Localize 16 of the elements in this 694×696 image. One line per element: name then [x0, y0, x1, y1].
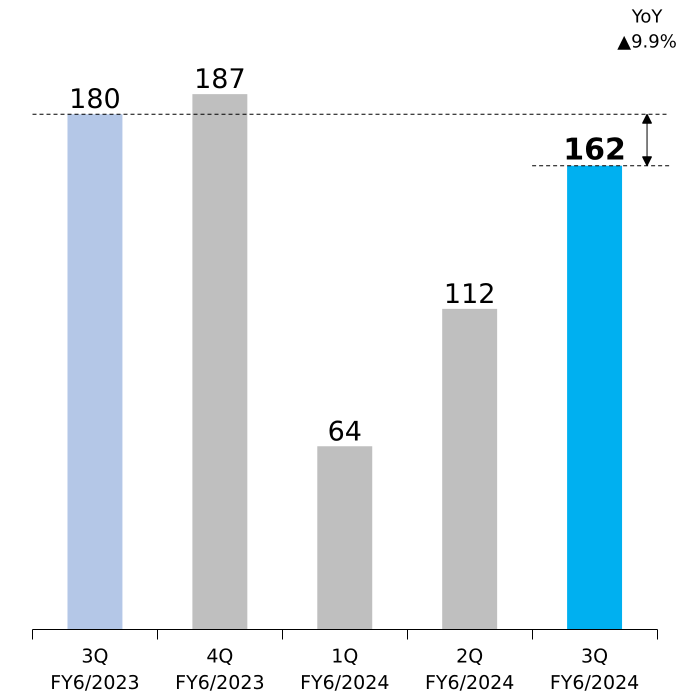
data-label: 187	[194, 64, 246, 96]
x-tick-label: 1Q FY6/2024	[300, 646, 390, 694]
bar	[192, 94, 248, 630]
text: YoY ▲9.9%	[617, 6, 677, 53]
data-label: 180	[69, 84, 121, 116]
bar	[67, 114, 122, 630]
data-label: 112	[444, 278, 496, 310]
bar	[317, 446, 372, 630]
bar	[567, 166, 622, 630]
data-label: 162	[563, 132, 626, 168]
data-label: 64	[328, 416, 362, 448]
x-tick-label: 3Q FY6/2023	[50, 646, 140, 694]
x-tick-label: 4Q FY6/2023	[175, 646, 265, 694]
bar	[442, 308, 498, 630]
x-tick-label: 3Q FY6/2024	[550, 646, 640, 694]
x-tick-label: 2Q FY6/2024	[424, 646, 514, 694]
